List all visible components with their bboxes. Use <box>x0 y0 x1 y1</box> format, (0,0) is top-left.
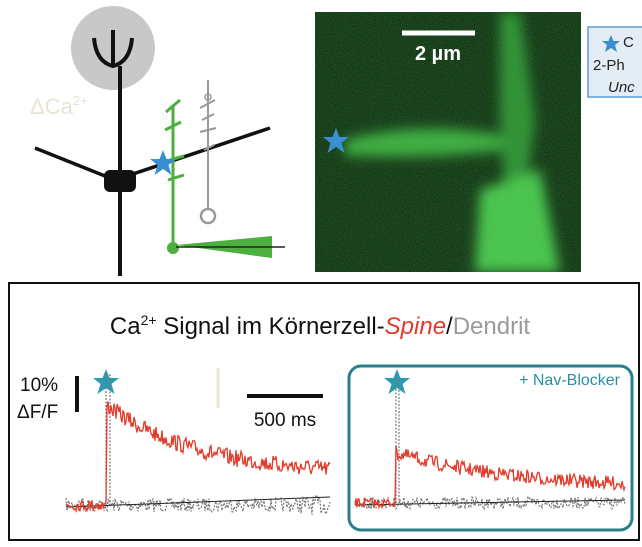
scale-bar-label: 2 µm <box>415 43 461 65</box>
neuron-label: ΔCa2+ <box>30 93 88 119</box>
panel-title: Ca2+ Signal im Körnerzell-Spine/Dendrit <box>8 312 632 341</box>
traces <box>66 375 625 515</box>
dendrite-trace <box>396 378 399 503</box>
legend-line: C <box>623 34 634 51</box>
y-scale-label: 10% <box>20 375 58 396</box>
figure: ΔCa2+ 2 µm C 2-Ph Unc + Nav-Blocker 10% … <box>0 0 642 547</box>
circle-shape <box>201 209 215 223</box>
legend-line: 2-Ph <box>593 57 625 74</box>
y-scale-label: ΔF/F <box>17 402 58 423</box>
legend-line: Unc <box>608 79 635 96</box>
circle-shape <box>167 242 179 254</box>
rect-shape <box>104 170 136 192</box>
path-shape <box>35 128 270 180</box>
inset-label: + Nav-Blocker <box>519 372 621 389</box>
tspan-shape: 2+ <box>73 93 88 108</box>
polygon-shape <box>384 369 410 394</box>
x-scale-label: 500 ms <box>254 410 316 431</box>
tspan-shape: ΔCa <box>30 94 74 119</box>
path-shape <box>165 100 184 248</box>
figure-graphics: ΔCa2+ 2 µm C 2-Ph Unc + Nav-Blocker 10% … <box>0 0 642 547</box>
neuron-schematic <box>35 6 285 276</box>
